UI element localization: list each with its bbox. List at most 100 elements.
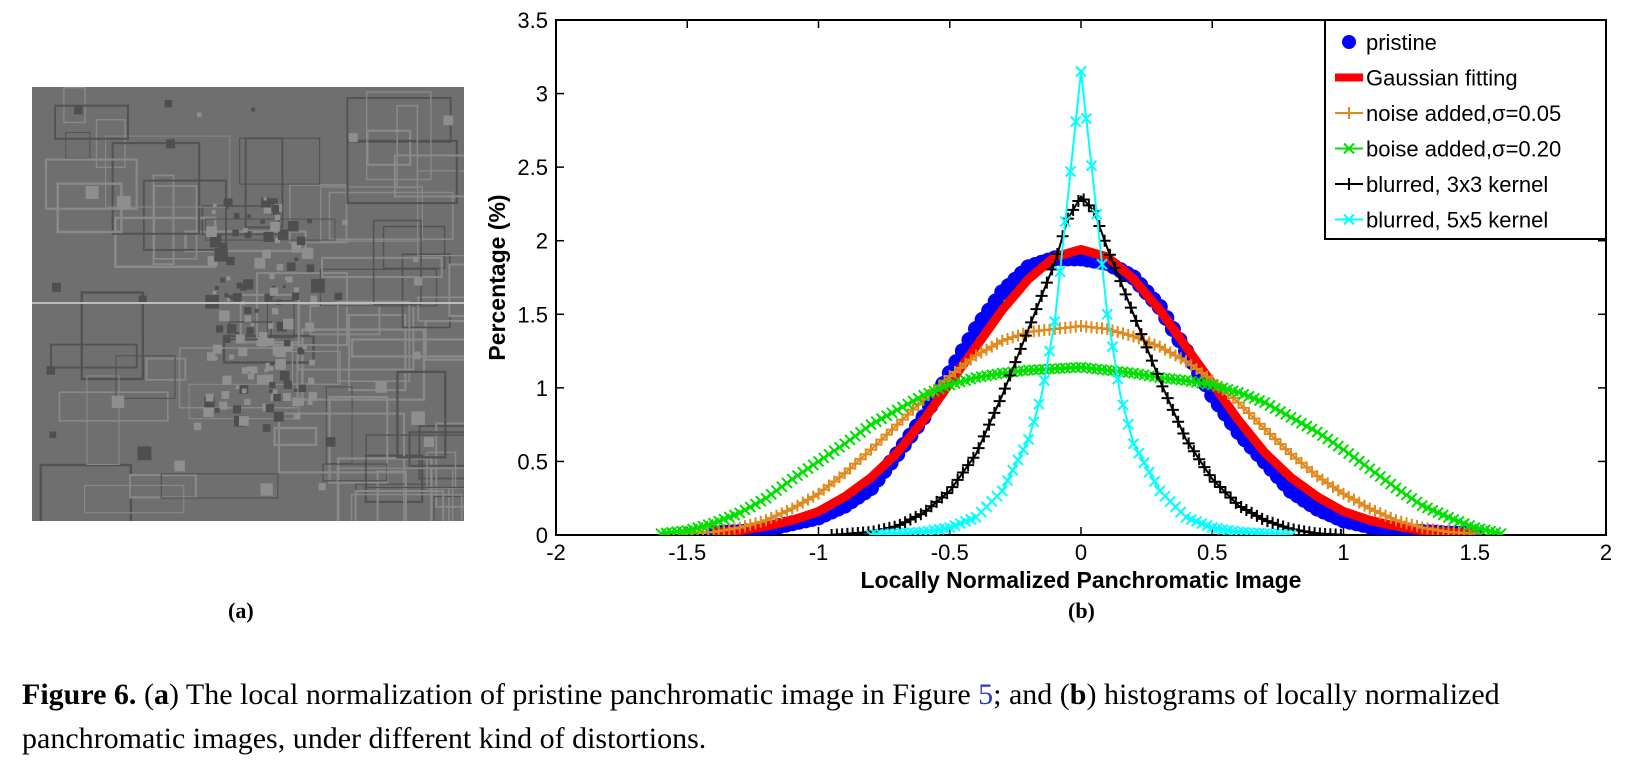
series-2-marker xyxy=(1269,433,1282,446)
series-3-marker xyxy=(870,415,882,428)
series-4-marker xyxy=(1135,328,1148,341)
series-4-marker xyxy=(1040,276,1053,289)
series-2-marker xyxy=(1159,343,1171,356)
series-5-marker xyxy=(1049,315,1061,328)
series-4-marker xyxy=(1224,491,1237,504)
caption-open-a: ( xyxy=(136,678,154,711)
series-2-marker xyxy=(1111,325,1124,338)
series-3-marker xyxy=(734,507,746,519)
series-2-marker xyxy=(770,509,783,522)
series-4-marker xyxy=(1114,275,1127,288)
series-3-marker xyxy=(881,410,893,422)
panel-a-label: (a) xyxy=(228,598,254,623)
x-tick-label: 2 xyxy=(1600,540,1612,565)
series-4-marker xyxy=(962,459,975,472)
series-5-marker xyxy=(1285,529,1297,535)
series-2-marker xyxy=(896,413,909,426)
series-3-marker xyxy=(791,469,804,482)
series-3-marker xyxy=(739,504,751,516)
series-4-marker xyxy=(1203,469,1216,482)
series-4-marker xyxy=(1198,461,1211,474)
legend-marker-0 xyxy=(1342,35,1356,49)
series-2-marker xyxy=(1353,496,1366,509)
series-3-marker xyxy=(1274,405,1287,418)
series-5-marker xyxy=(1054,265,1066,278)
series-4-marker xyxy=(909,510,922,523)
series-3-marker xyxy=(1395,485,1407,498)
series-3-marker xyxy=(1280,408,1292,421)
series-4-marker xyxy=(1193,453,1206,466)
y-tick-label: 2 xyxy=(536,229,548,254)
series-2-marker xyxy=(760,514,772,527)
series-5-marker xyxy=(1085,159,1098,172)
series-4-marker xyxy=(1035,289,1048,302)
series-4-marker xyxy=(1119,288,1132,301)
series-3-marker xyxy=(770,484,783,497)
series-2-marker xyxy=(1400,517,1413,530)
series-2-marker xyxy=(880,428,893,441)
legend-label-1: Gaussian fitting xyxy=(1366,66,1518,91)
series-2-marker xyxy=(1169,349,1182,362)
series-3-marker xyxy=(1369,466,1381,479)
series-4-marker xyxy=(1214,481,1227,494)
series-5-marker xyxy=(1096,258,1108,270)
series-2-marker xyxy=(891,418,904,431)
series-4-marker xyxy=(1182,437,1195,450)
series-2-marker xyxy=(1006,331,1019,344)
series-4-marker xyxy=(967,451,980,464)
series-2-marker xyxy=(1369,504,1381,517)
y-axis-label: Percentage (%) xyxy=(484,194,510,360)
series-3-marker xyxy=(860,422,872,435)
series-4-marker xyxy=(904,513,917,526)
series-3-marker xyxy=(1400,489,1413,501)
series-4-marker xyxy=(1046,263,1059,276)
series-3-marker xyxy=(1311,426,1323,438)
series-2-marker xyxy=(870,438,883,451)
series-5-marker xyxy=(1253,527,1266,535)
series-3-marker xyxy=(755,495,767,507)
y-tick-label: 1 xyxy=(536,376,548,401)
series-2-marker xyxy=(1253,417,1266,430)
series-2-marker xyxy=(1153,340,1166,353)
caption-text-a: ) The local normalization of pristine pa… xyxy=(168,678,979,711)
series-4-marker xyxy=(1271,518,1284,531)
legend-marker-5 xyxy=(1343,213,1355,226)
series-2-marker xyxy=(1127,330,1140,343)
series-2-marker xyxy=(733,521,746,534)
series-4-marker xyxy=(893,518,906,531)
series-2-marker xyxy=(1348,493,1360,506)
series-2-marker xyxy=(991,337,1003,350)
legend-label-4: blurred, 3x3 kernel xyxy=(1366,172,1548,197)
series-4-marker xyxy=(1245,506,1258,519)
series-4-marker xyxy=(1145,354,1158,367)
series-4-marker xyxy=(1004,369,1017,382)
x-tick-label: 0 xyxy=(1075,540,1087,565)
series-3-marker xyxy=(1343,447,1355,460)
series-3-marker xyxy=(844,434,856,446)
series-4-marker xyxy=(1235,501,1248,514)
series-4-marker xyxy=(1019,329,1032,342)
series-5-marker xyxy=(996,485,1008,497)
series-5-marker xyxy=(1064,165,1077,178)
series-4-marker xyxy=(1009,356,1022,369)
series-3-marker xyxy=(839,438,851,450)
x-tick-label: -1.5 xyxy=(668,540,706,565)
panel-a-image xyxy=(32,87,464,521)
series-4-marker xyxy=(977,430,990,443)
series-3-marker xyxy=(1322,433,1334,445)
series-4-marker xyxy=(1130,314,1143,327)
series-3-marker xyxy=(828,445,840,457)
series-3-marker xyxy=(1285,411,1297,423)
series-3-marker xyxy=(786,473,798,485)
series-4-marker xyxy=(951,473,964,486)
series-4-marker xyxy=(998,382,1011,395)
y-tick-label: 0 xyxy=(536,523,548,548)
series-4-marker xyxy=(1140,341,1153,354)
series-5-marker xyxy=(1091,208,1103,220)
series-3-marker xyxy=(907,395,919,407)
series-2-marker xyxy=(985,340,998,353)
figure-reference-link[interactable]: 5 xyxy=(978,678,994,711)
series-3-marker xyxy=(912,392,924,404)
series-2-marker xyxy=(1411,520,1423,533)
series-4-marker xyxy=(1334,528,1347,535)
